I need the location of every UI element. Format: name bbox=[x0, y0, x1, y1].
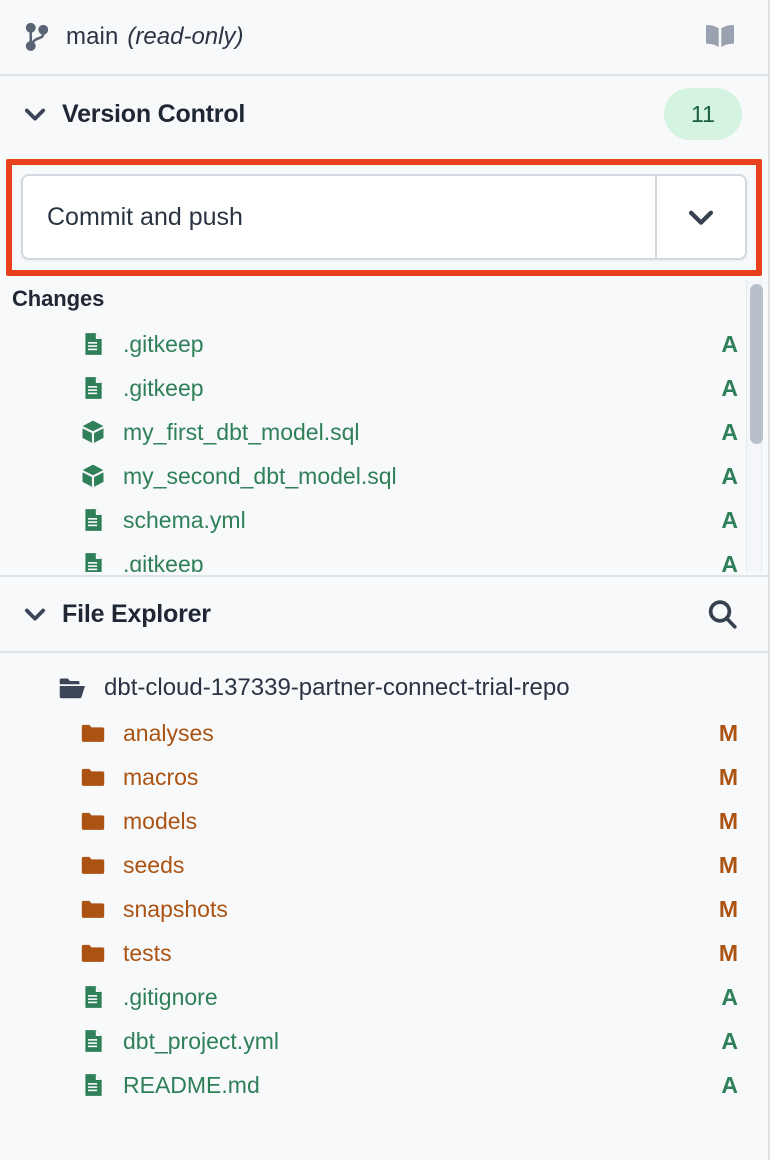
scrollbar-thumb[interactable] bbox=[750, 284, 763, 444]
tree-item-status: A bbox=[721, 1071, 738, 1098]
file-icon bbox=[78, 329, 108, 359]
tree-item-name: analyses bbox=[123, 719, 214, 746]
folder-icon bbox=[78, 938, 108, 968]
changes-list-item[interactable]: my_first_dbt_model.sql A bbox=[0, 410, 768, 454]
tree-item-status: A bbox=[721, 1027, 738, 1054]
changes-item-status: A bbox=[721, 330, 738, 357]
changes-item-status: A bbox=[721, 550, 738, 573]
tree-item-name: models bbox=[123, 807, 198, 834]
file-icon bbox=[78, 1026, 108, 1056]
changes-item-status: A bbox=[721, 418, 738, 445]
tree-item-name: seeds bbox=[123, 851, 185, 878]
tree-item-name: README.md bbox=[123, 1071, 260, 1098]
tree-item-status: M bbox=[718, 807, 738, 834]
tree-item-analyses[interactable]: analyses M bbox=[0, 711, 768, 755]
folder-icon bbox=[78, 806, 108, 836]
tree-item-status: M bbox=[718, 939, 738, 966]
tree-item-name: tests bbox=[123, 939, 172, 966]
folder-icon bbox=[78, 762, 108, 792]
tree-root-row[interactable]: dbt-cloud-137339-partner-connect-trial-r… bbox=[0, 665, 768, 711]
folder-icon bbox=[78, 718, 108, 748]
file-icon bbox=[78, 373, 108, 403]
file-explorer-tree: dbt-cloud-137339-partner-connect-trial-r… bbox=[0, 653, 768, 1160]
chevron-down-icon bbox=[684, 200, 718, 234]
tree-item-status: M bbox=[718, 895, 738, 922]
tree-item-status: M bbox=[718, 719, 738, 746]
tree-item-gitignore[interactable]: .gitignore A bbox=[0, 975, 768, 1019]
file-explorer-title: File Explorer bbox=[62, 599, 211, 628]
tree-item-name: macros bbox=[123, 763, 199, 790]
changes-item-name: .gitkeep bbox=[123, 330, 204, 357]
chevron-down-icon[interactable] bbox=[20, 99, 50, 129]
branch-readonly-label: (read-only) bbox=[127, 23, 244, 50]
file-explorer-header[interactable]: File Explorer bbox=[0, 577, 768, 653]
commit-and-push-label: Commit and push bbox=[47, 202, 243, 231]
folder-icon bbox=[78, 894, 108, 924]
book-icon[interactable] bbox=[700, 20, 740, 54]
changes-scroll-area[interactable]: Changes .gitkeep A bbox=[0, 280, 768, 572]
file-icon bbox=[78, 1070, 108, 1100]
tree-item-tests[interactable]: tests M bbox=[0, 931, 768, 975]
changes-section-label: Changes bbox=[12, 286, 105, 311]
folder-icon bbox=[78, 850, 108, 880]
tree-item-snapshots[interactable]: snapshots M bbox=[0, 887, 768, 931]
version-control-header[interactable]: Version Control 11 bbox=[0, 76, 768, 152]
tree-item-dbt-project-yml[interactable]: dbt_project.yml A bbox=[0, 1019, 768, 1063]
changes-count-badge: 11 bbox=[664, 88, 742, 140]
tree-item-macros[interactable]: macros M bbox=[0, 755, 768, 799]
changes-item-name: .gitkeep bbox=[123, 550, 204, 573]
tree-item-status: A bbox=[721, 983, 738, 1010]
chevron-down-icon[interactable] bbox=[20, 599, 50, 629]
changes-list-item[interactable]: schema.yml A bbox=[0, 498, 768, 542]
changes-item-name: .gitkeep bbox=[123, 374, 204, 401]
git-branch-icon bbox=[20, 20, 54, 54]
tree-item-status: M bbox=[718, 763, 738, 790]
open-folder-icon bbox=[56, 672, 88, 704]
tree-item-name: .gitignore bbox=[123, 983, 218, 1010]
file-icon bbox=[78, 982, 108, 1012]
commit-and-push-button[interactable]: Commit and push bbox=[23, 176, 655, 258]
tree-item-readme-md[interactable]: README.md A bbox=[0, 1063, 768, 1107]
changes-list-item[interactable]: my_second_dbt_model.sql A bbox=[0, 454, 768, 498]
file-icon bbox=[78, 505, 108, 535]
dbt-model-icon bbox=[78, 461, 108, 491]
changes-item-name: my_second_dbt_model.sql bbox=[123, 462, 397, 489]
branch-bar: main (read-only) bbox=[0, 0, 768, 76]
commit-and-push-split-button[interactable]: Commit and push bbox=[21, 174, 747, 260]
changes-item-status: A bbox=[721, 374, 738, 401]
tree-item-seeds[interactable]: seeds M bbox=[0, 843, 768, 887]
commit-options-dropdown-button[interactable] bbox=[655, 176, 745, 258]
changes-item-name: schema.yml bbox=[123, 506, 246, 533]
changes-item-status: A bbox=[721, 506, 738, 533]
vertical-scrollbar[interactable] bbox=[746, 280, 763, 572]
commit-button-highlight: Commit and push bbox=[6, 159, 762, 276]
changes-list-item[interactable]: .gitkeep A bbox=[0, 366, 768, 410]
tree-item-name: snapshots bbox=[123, 895, 228, 922]
changes-list-item[interactable]: .gitkeep A bbox=[0, 542, 768, 572]
version-control-body: Commit and push Changes bbox=[0, 152, 768, 577]
branch-name[interactable]: main bbox=[66, 23, 119, 50]
changes-item-name: my_first_dbt_model.sql bbox=[123, 418, 360, 445]
tree-item-models[interactable]: models M bbox=[0, 799, 768, 843]
file-icon bbox=[78, 549, 108, 572]
version-control-title: Version Control bbox=[62, 99, 246, 128]
changes-list-item[interactable]: .gitkeep A bbox=[0, 322, 768, 366]
tree-item-name: dbt_project.yml bbox=[123, 1027, 279, 1054]
dbt-model-icon bbox=[78, 417, 108, 447]
changes-item-status: A bbox=[721, 462, 738, 489]
search-icon[interactable] bbox=[702, 594, 742, 634]
tree-root-name: dbt-cloud-137339-partner-connect-trial-r… bbox=[104, 674, 570, 701]
tree-item-status: M bbox=[718, 851, 738, 878]
